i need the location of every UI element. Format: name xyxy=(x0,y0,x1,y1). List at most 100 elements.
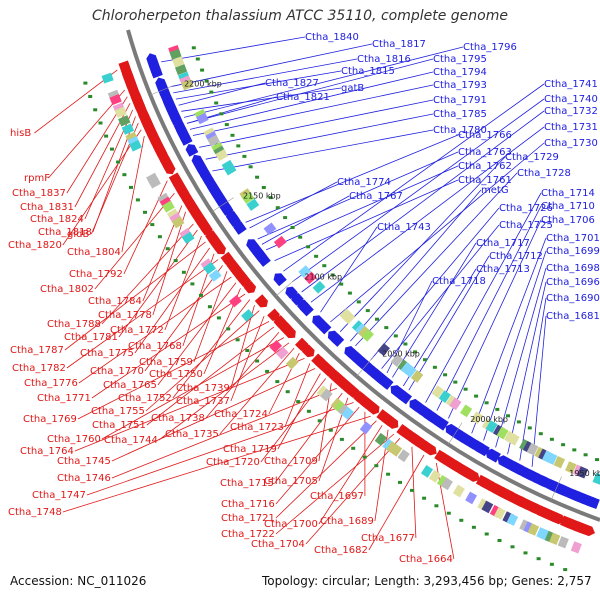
gc-skew-block xyxy=(507,432,520,446)
gc-skew-block xyxy=(565,461,577,474)
gc-content-block xyxy=(465,491,478,505)
forward-gene-label: Ctha_1774 xyxy=(337,177,391,188)
marker-dash xyxy=(459,518,464,522)
marker-dash xyxy=(255,359,260,363)
marker-dash xyxy=(446,511,451,515)
forward-gene-label: Ctha_1731 xyxy=(544,122,598,133)
forward-gene-leader-line xyxy=(339,156,506,332)
marker-dash xyxy=(375,317,379,321)
forward-gene-leader-line xyxy=(261,195,350,245)
marker-dash xyxy=(104,134,109,138)
reverse-gene-label: Ctha_1689 xyxy=(320,516,374,527)
gc-content-block xyxy=(386,441,399,454)
reverse-gene-arrow xyxy=(367,402,380,415)
reverse-gene-leader-line xyxy=(145,310,260,412)
gc-content-block xyxy=(549,532,561,545)
reverse-gene-label: Ctha_1721 xyxy=(221,513,275,524)
marker-dash xyxy=(572,448,577,452)
marker-dash xyxy=(98,121,103,125)
reverse-gene-arrow xyxy=(578,522,595,537)
forward-gene-leader-line xyxy=(349,189,482,342)
forward-gene-label: Ctha_1767 xyxy=(349,191,403,202)
marker-dash xyxy=(283,216,288,220)
forward-gene-leader-line xyxy=(283,83,545,272)
forward-gene-label: Ctha_1795 xyxy=(433,54,487,65)
marker-dash xyxy=(403,342,408,346)
marker-dash xyxy=(328,428,333,432)
reverse-gene-label: Ctha_1723 xyxy=(230,422,284,433)
reverse-gene-label: Ctha_1697 xyxy=(310,491,364,502)
forward-gene-arrow xyxy=(433,416,449,431)
marker-dash xyxy=(422,496,427,500)
forward-gene-label: Ctha_1840 xyxy=(305,32,359,43)
marker-dash xyxy=(453,380,458,384)
gc-content-block xyxy=(428,470,441,483)
marker-dash xyxy=(248,165,253,169)
gc-skew-block xyxy=(351,320,365,333)
gc-skew-block xyxy=(553,455,566,469)
gc-skew-block xyxy=(361,328,374,342)
marker-dash xyxy=(226,327,231,331)
forward-gene-label: Ctha_1815 xyxy=(341,66,395,77)
reverse-gene-arrow xyxy=(220,251,234,265)
forward-gene-label: Ctha_1718 xyxy=(432,276,486,287)
reverse-gene-leader-line xyxy=(260,378,327,463)
gc-skew-block xyxy=(304,271,317,285)
marker-dash xyxy=(410,488,414,492)
forward-gene-leader-line xyxy=(330,142,545,323)
reverse-gene-label: Ctha_1747 xyxy=(32,490,86,501)
gc-content-block xyxy=(316,385,330,399)
reverse-gene-leader-line xyxy=(158,342,290,441)
gc-content-block xyxy=(285,356,299,370)
reverse-gene-label: Ctha_1755 xyxy=(91,406,145,417)
reverse-gene-label: Ctha_1775 xyxy=(80,348,134,359)
marker-dash xyxy=(195,57,200,61)
gc-content-block xyxy=(320,388,333,402)
forward-gene-arrow xyxy=(331,333,345,347)
gc-skew-block xyxy=(431,385,444,399)
marker-dash xyxy=(93,108,98,112)
reverse-gene-label: Ctha_1682 xyxy=(314,545,368,556)
marker-dash xyxy=(143,210,147,214)
forward-gene-label: Ctha_1696 xyxy=(546,277,600,288)
reverse-gene-arrow xyxy=(212,240,226,255)
marker-dash xyxy=(347,291,352,295)
gc-skew-block xyxy=(449,397,462,411)
scale-tick-label: 2150 kbp xyxy=(243,192,281,201)
reverse-gene-leader-line xyxy=(94,192,175,290)
forward-gene-leader-line xyxy=(495,267,547,448)
reverse-gene-leader-line xyxy=(77,321,270,420)
gc-skew-block xyxy=(312,280,326,294)
reverse-gene-leader-line xyxy=(111,368,316,462)
reverse-gene-leader-line xyxy=(48,89,126,179)
marker-dash xyxy=(516,420,521,424)
gc-skew-block xyxy=(358,326,371,339)
forward-gene-leader-line xyxy=(301,110,545,293)
marker-dash xyxy=(374,464,379,468)
gc-content-block xyxy=(359,421,373,435)
reverse-gene-leader-line xyxy=(121,136,145,253)
gc-skew-block xyxy=(485,420,498,433)
marker-dash xyxy=(339,282,344,286)
gc-content-block xyxy=(337,403,351,417)
forward-gene-arrow xyxy=(381,377,394,390)
forward-gene-label: Ctha_1791 xyxy=(433,95,487,106)
gc-skew-block xyxy=(576,466,589,479)
forward-gene-leader-line xyxy=(274,179,459,261)
forward-gene-leader-line xyxy=(531,315,547,467)
reverse-gene-leader-line xyxy=(172,299,251,399)
gc-content-block xyxy=(420,465,434,478)
reverse-gene-label: Ctha_1744 xyxy=(104,435,158,446)
reverse-gene-label: rpmF xyxy=(24,173,50,184)
forward-gene-label: Ctha_1762 xyxy=(458,161,512,172)
gc-content-block xyxy=(341,406,354,420)
reverse-gene-leader-line xyxy=(230,304,255,389)
marker-dash xyxy=(255,175,260,179)
gc-skew-block xyxy=(496,426,509,440)
reverse-gene-label: Ctha_1818 xyxy=(38,227,92,238)
gc-skew-block xyxy=(339,308,353,322)
marker-dash xyxy=(110,147,114,151)
marker-dash xyxy=(209,90,214,94)
gc-content-block xyxy=(129,140,142,152)
marker-dash xyxy=(216,316,221,320)
